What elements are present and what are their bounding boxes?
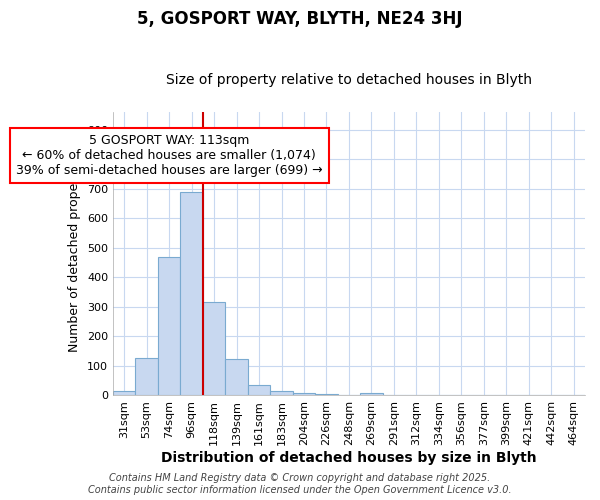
Text: 5 GOSPORT WAY: 113sqm
← 60% of detached houses are smaller (1,074)
39% of semi-d: 5 GOSPORT WAY: 113sqm ← 60% of detached …: [16, 134, 322, 177]
Title: Size of property relative to detached houses in Blyth: Size of property relative to detached ho…: [166, 73, 532, 87]
Bar: [293, 392, 315, 396]
Y-axis label: Number of detached properties: Number of detached properties: [68, 155, 82, 352]
Bar: [158, 258, 181, 396]
X-axis label: Distribution of detached houses by size in Blyth: Distribution of detached houses by size …: [161, 451, 537, 465]
Bar: [226, 359, 248, 396]
Bar: [203, 302, 226, 396]
Bar: [113, 391, 136, 396]
Bar: [248, 385, 271, 396]
Text: 5, GOSPORT WAY, BLYTH, NE24 3HJ: 5, GOSPORT WAY, BLYTH, NE24 3HJ: [137, 10, 463, 28]
Bar: [315, 394, 338, 396]
Bar: [360, 392, 383, 396]
Bar: [136, 358, 158, 396]
Bar: [181, 192, 203, 396]
Text: Contains HM Land Registry data © Crown copyright and database right 2025.
Contai: Contains HM Land Registry data © Crown c…: [88, 474, 512, 495]
Bar: [271, 391, 293, 396]
